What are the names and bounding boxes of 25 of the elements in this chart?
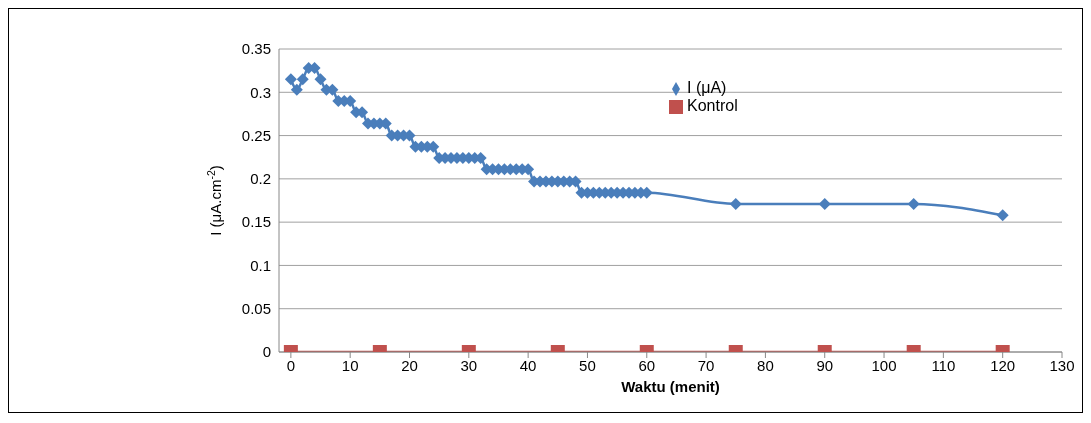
y-tick-label: 0.1	[250, 256, 271, 274]
x-tick-label: 100	[871, 356, 897, 374]
y-tick-label: 0.35	[241, 40, 271, 58]
x-tick-label: 110	[931, 356, 956, 374]
x-tick-label: 50	[579, 356, 596, 374]
y-tick-label: 0.3	[250, 83, 271, 101]
x-tick-label: 70	[697, 356, 715, 374]
x-tick-label: 40	[519, 356, 537, 374]
x-tick-label: 0	[286, 356, 296, 374]
x-tick-label: 90	[816, 356, 834, 374]
x-tick-label: 20	[401, 356, 418, 374]
x-tick-label: 10	[341, 356, 359, 374]
legend-label: I (μA)	[687, 79, 727, 96]
y-tick-label: 0	[262, 343, 271, 361]
x-tick-label: 120	[990, 356, 1016, 374]
legend-label: Kontrol	[687, 97, 738, 114]
x-tick-label: 60	[638, 356, 656, 374]
x-axis-title: Waktu (menit)	[621, 378, 720, 395]
y-tick-label: 0.05	[241, 300, 271, 318]
x-tick-label: 30	[460, 356, 478, 374]
x-tick-label: 80	[757, 356, 774, 374]
y-tick-label: 0.2	[250, 170, 271, 188]
y-tick-label: 0.25	[241, 126, 271, 144]
y-tick-label: 0.15	[241, 213, 271, 231]
x-tick-label: 130	[1049, 356, 1075, 374]
